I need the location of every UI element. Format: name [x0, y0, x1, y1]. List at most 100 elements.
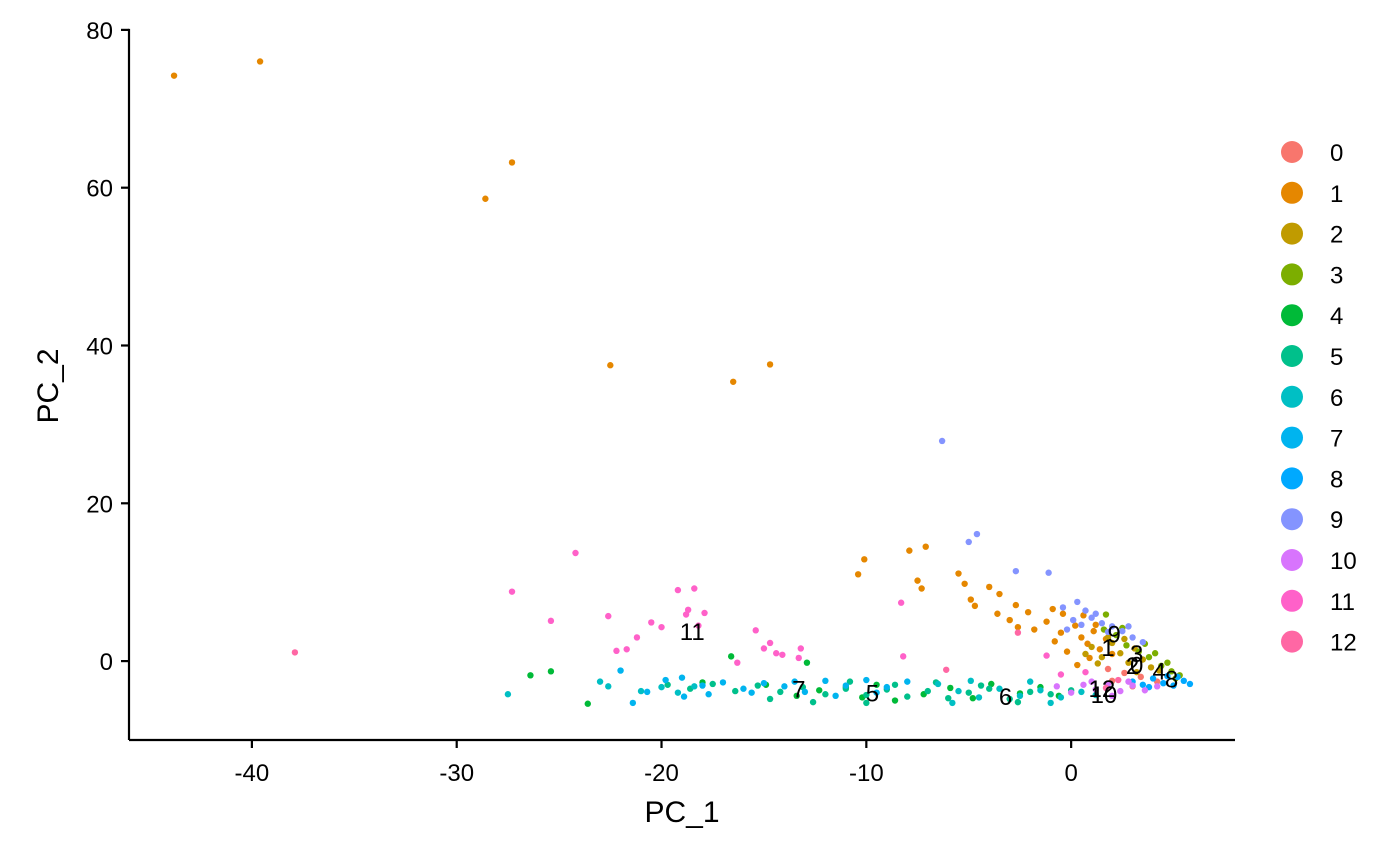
data-point-cluster-2: [1139, 656, 1147, 663]
data-point-cluster-7: [705, 691, 712, 698]
data-point-cluster-11: [613, 647, 620, 655]
legend-key-8: [1281, 467, 1303, 490]
data-point-cluster-0: [1104, 665, 1112, 673]
data-point-cluster-1: [730, 378, 737, 385]
data-point-cluster-11: [897, 599, 905, 606]
data-point-cluster-6: [934, 680, 942, 688]
y-tick-label: 80: [86, 18, 113, 45]
data-point-cluster-9: [1104, 628, 1112, 636]
data-point-cluster-5: [1047, 691, 1054, 698]
data-point-cluster-11: [508, 588, 516, 595]
data-point-cluster-1: [1108, 650, 1116, 658]
data-point-cluster-7: [904, 678, 911, 685]
legend-key-10: [1281, 549, 1303, 571]
data-point-cluster-2: [1104, 634, 1112, 641]
data-point-cluster-11: [797, 645, 804, 652]
cluster-label-9: 9: [1107, 621, 1120, 648]
data-point-cluster-4: [547, 668, 555, 675]
data-point-cluster-7: [680, 693, 688, 700]
data-point-cluster-4: [793, 692, 800, 700]
data-point-cluster-1: [1014, 623, 1022, 631]
data-point-cluster-6: [967, 677, 974, 685]
data-point-cluster-5: [1026, 688, 1034, 696]
cluster-label-4: 4: [1153, 659, 1166, 686]
data-point-cluster-6: [1016, 692, 1024, 700]
data-point-cluster-5: [732, 687, 739, 695]
data-point-cluster-8: [1160, 679, 1167, 687]
data-point-cluster-1: [986, 583, 993, 591]
data-point-cluster-1: [967, 596, 974, 603]
y-axis-title: PC_2: [32, 348, 65, 423]
data-point-cluster-7: [883, 683, 891, 691]
data-point-cluster-9: [1074, 598, 1081, 606]
data-point-cluster-1: [1086, 654, 1093, 662]
legend-key-1: [1281, 181, 1303, 204]
data-point-cluster-1: [1074, 661, 1081, 669]
data-point-cluster-10: [1141, 687, 1149, 694]
data-point-cluster-9: [1012, 567, 1020, 575]
data-point-cluster-11: [633, 634, 641, 641]
data-point-cluster-4: [891, 697, 899, 704]
data-point-cluster-6: [658, 683, 665, 691]
data-point-cluster-5: [904, 693, 911, 700]
y-tick-label: 60: [86, 176, 113, 203]
data-point-cluster-5: [709, 680, 716, 688]
data-point-cluster-1: [1092, 621, 1099, 629]
x-tick-label: -30: [439, 760, 474, 787]
data-point-cluster-9: [1059, 604, 1067, 611]
x-tick-label: 0: [1064, 760, 1077, 787]
data-point-cluster-5: [924, 687, 931, 695]
data-point-cluster-8: [1180, 677, 1187, 685]
data-point-cluster-6: [975, 694, 983, 701]
data-point-cluster-10: [1129, 682, 1136, 689]
data-point-cluster-11: [773, 650, 780, 657]
data-point-cluster-7: [832, 692, 839, 700]
data-point-cluster-9: [1082, 607, 1089, 614]
data-point-cluster-1: [1078, 634, 1085, 641]
data-point-cluster-5: [945, 694, 952, 702]
data-point-cluster-9: [1108, 623, 1116, 630]
legend-label-9: 9: [1330, 507, 1343, 534]
data-point-cluster-9: [1069, 616, 1077, 624]
data-point-cluster-1: [1090, 627, 1097, 635]
data-point-cluster-5: [863, 699, 870, 707]
data-point-cluster-9: [973, 530, 981, 538]
legend-label-12: 12: [1330, 630, 1357, 657]
data-point-cluster-1: [1096, 646, 1104, 653]
data-point-cluster-7: [822, 677, 829, 685]
data-point-cluster-2: [1147, 664, 1155, 671]
data-point-cluster-7: [617, 667, 624, 674]
data-point-cluster-6: [996, 685, 1003, 692]
data-point-cluster-11: [760, 645, 768, 652]
data-point-cluster-9: [965, 538, 972, 546]
data-point-cluster-3: [1145, 653, 1153, 661]
data-point-cluster-7: [699, 682, 706, 689]
data-point-cluster-9: [1129, 634, 1136, 641]
data-point-cluster-1: [1051, 638, 1058, 645]
data-point-cluster-1: [1049, 605, 1056, 613]
data-point-cluster-1: [1031, 626, 1038, 633]
data-point-cluster-7: [629, 699, 637, 707]
data-point-cluster-7: [801, 688, 809, 696]
legend-label-10: 10: [1330, 548, 1357, 575]
data-point-cluster-11: [691, 585, 698, 592]
data-point-cluster-6: [1026, 678, 1034, 685]
x-tick-label: -40: [235, 760, 270, 787]
data-point-cluster-5: [1006, 695, 1013, 703]
data-point-cluster-6: [949, 699, 956, 707]
data-point-cluster-11: [695, 622, 702, 629]
data-point-cluster-3: [1164, 659, 1171, 666]
data-point-cluster-11: [623, 646, 630, 653]
cluster-label-0: 0: [1130, 652, 1143, 679]
cluster-label-7: 7: [792, 677, 805, 704]
data-point-cluster-11: [682, 611, 690, 618]
data-point-cluster-8: [1174, 673, 1181, 681]
cluster-label-3: 3: [1130, 641, 1143, 668]
data-point-cluster-1: [1063, 648, 1071, 655]
data-point-cluster-4: [527, 672, 534, 679]
data-point-cluster-12: [1014, 629, 1022, 636]
data-point-cluster-10: [1125, 678, 1132, 685]
